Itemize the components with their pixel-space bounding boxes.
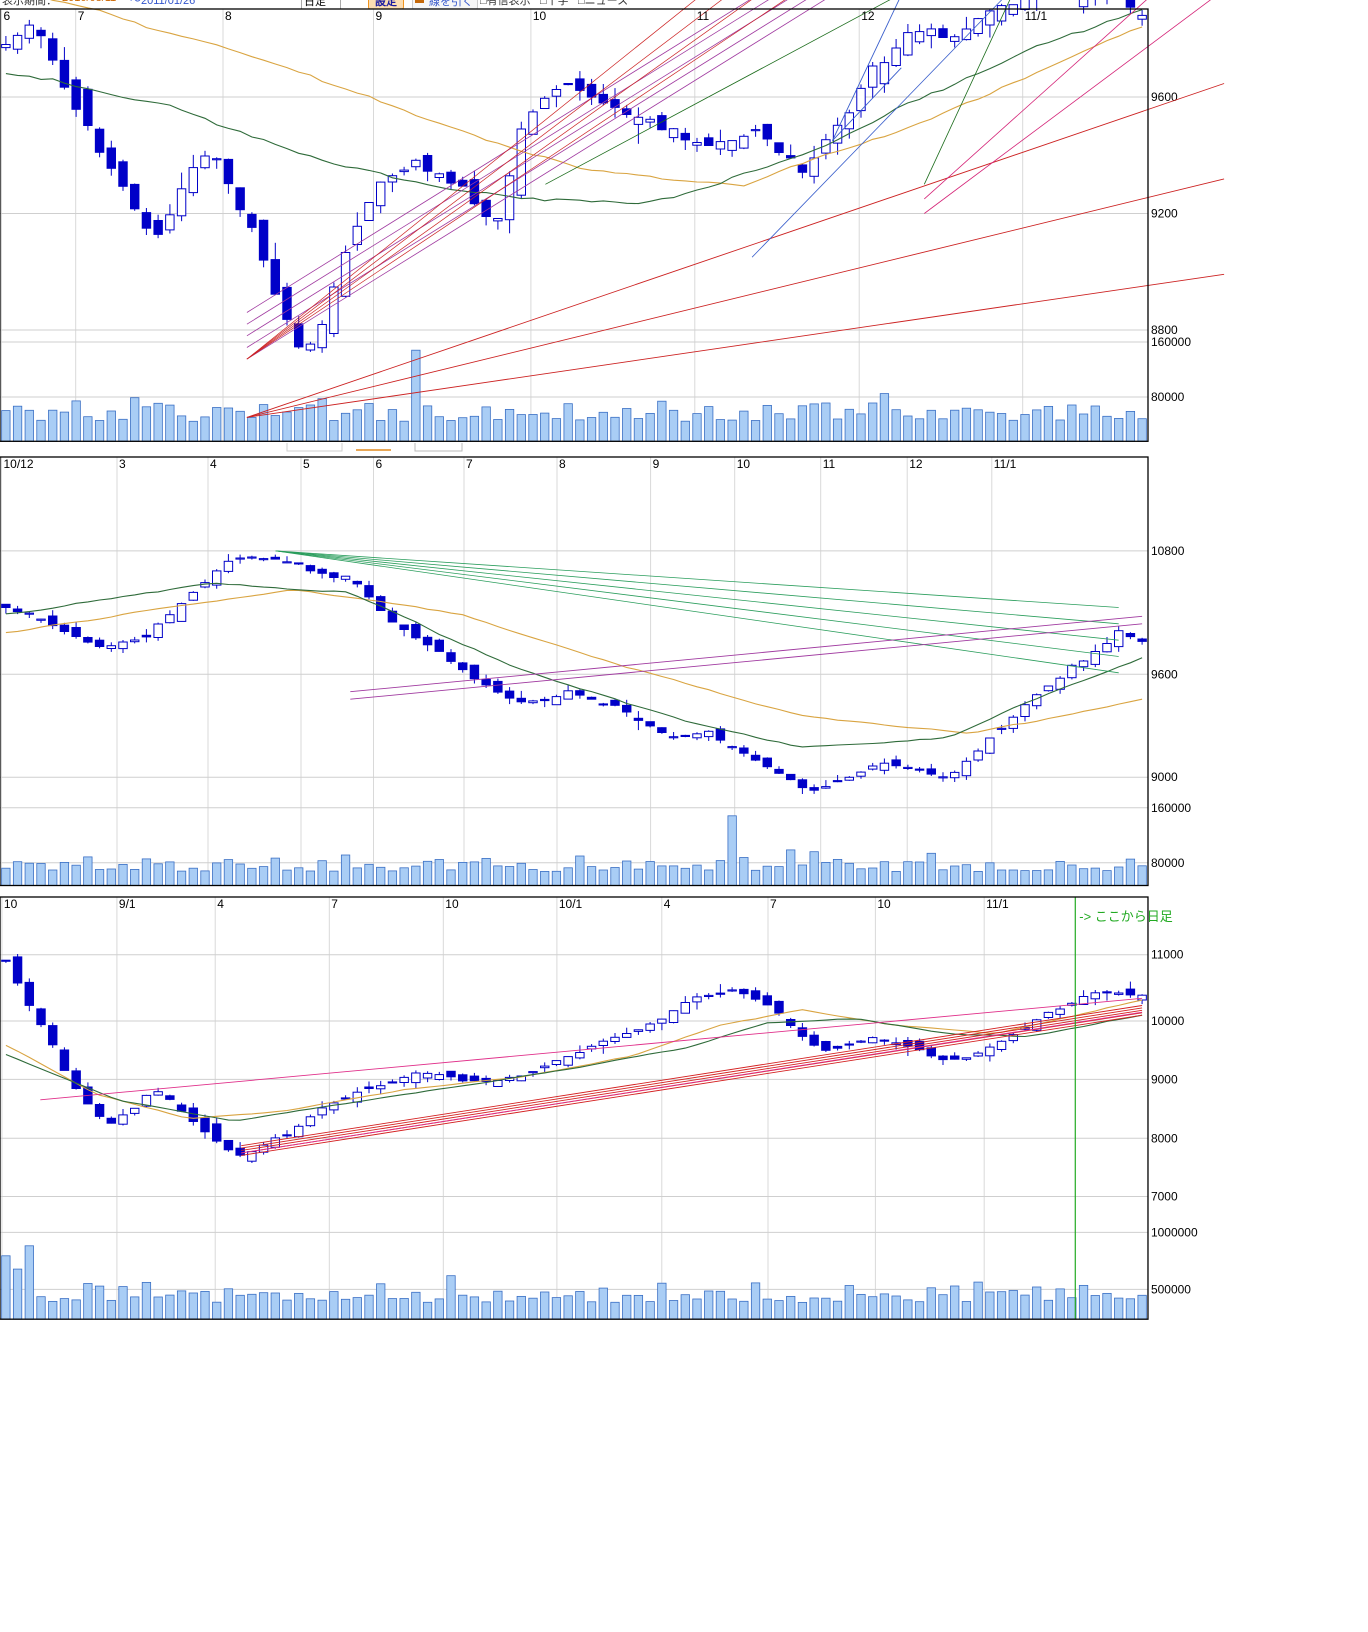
- svg-text:10: 10: [445, 897, 459, 911]
- svg-text:80000: 80000: [1151, 856, 1185, 870]
- svg-text:9000: 9000: [1151, 1073, 1178, 1087]
- svg-text:7000: 7000: [1151, 1190, 1178, 1204]
- svg-text:11: 11: [697, 9, 710, 23]
- svg-text:5: 5: [303, 457, 310, 471]
- svg-text:10: 10: [533, 9, 547, 23]
- svg-text:11000: 11000: [1151, 948, 1184, 962]
- svg-text:160000: 160000: [1151, 801, 1191, 815]
- svg-text:7: 7: [331, 897, 338, 911]
- svg-text:4: 4: [217, 897, 224, 911]
- svg-text:10/1: 10/1: [559, 897, 583, 911]
- svg-text:11/1: 11/1: [994, 457, 1017, 471]
- svg-text:12: 12: [861, 9, 875, 23]
- svg-text:9600: 9600: [1151, 667, 1178, 681]
- svg-text:9600: 9600: [1151, 90, 1178, 104]
- svg-text:6: 6: [4, 9, 11, 23]
- svg-text:9000: 9000: [1151, 770, 1178, 784]
- svg-text:8: 8: [559, 457, 566, 471]
- svg-text:11/1: 11/1: [1025, 9, 1048, 23]
- svg-text:9200: 9200: [1151, 206, 1178, 220]
- svg-text:7: 7: [78, 9, 85, 23]
- svg-text:12: 12: [909, 457, 923, 471]
- svg-text:7: 7: [466, 457, 473, 471]
- svg-text:8: 8: [225, 9, 232, 23]
- svg-text:11/1: 11/1: [986, 897, 1009, 911]
- svg-text:500000: 500000: [1151, 1283, 1191, 1297]
- svg-text:7: 7: [770, 897, 777, 911]
- svg-text:160000: 160000: [1151, 335, 1191, 349]
- svg-text:80000: 80000: [1151, 390, 1185, 404]
- svg-text:9: 9: [653, 457, 660, 471]
- svg-text:1000000: 1000000: [1151, 1226, 1198, 1240]
- svg-text:11: 11: [823, 457, 836, 471]
- svg-text:10000: 10000: [1151, 1014, 1185, 1028]
- svg-text:9: 9: [376, 9, 383, 23]
- svg-text:-> ここから日足: -> ここから日足: [1079, 909, 1172, 924]
- svg-text:9/1: 9/1: [119, 897, 136, 911]
- svg-text:10: 10: [877, 897, 891, 911]
- svg-text:6: 6: [376, 457, 383, 471]
- svg-text:8000: 8000: [1151, 1132, 1178, 1146]
- svg-text:10: 10: [737, 457, 751, 471]
- svg-text:4: 4: [210, 457, 217, 471]
- svg-text:10/12: 10/12: [4, 457, 34, 471]
- svg-text:4: 4: [664, 897, 671, 911]
- svg-text:10800: 10800: [1151, 544, 1185, 558]
- svg-text:3: 3: [119, 457, 126, 471]
- svg-text:10: 10: [4, 897, 18, 911]
